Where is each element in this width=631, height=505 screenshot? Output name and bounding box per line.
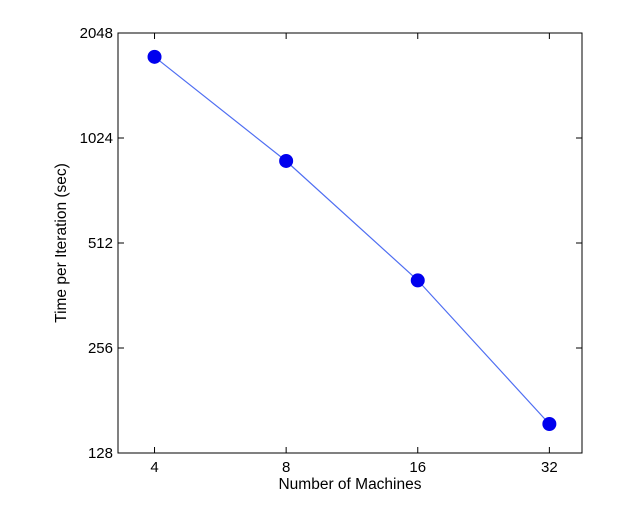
x-axis: 4 8 16 32: [150, 33, 558, 476]
y-tick-label: 256: [88, 340, 113, 357]
x-tick-label: 4: [150, 459, 158, 476]
y-tick-label: 512: [88, 235, 113, 252]
series-line: [154, 56, 550, 425]
series: [147, 49, 557, 432]
data-point: [542, 417, 557, 432]
y-tick-label: 1024: [80, 130, 113, 147]
data-point: [410, 273, 425, 288]
x-tick-label: 32: [541, 459, 558, 476]
data-point: [147, 49, 162, 64]
plot-frame: [117, 32, 583, 454]
y-tick-label: 128: [88, 445, 113, 462]
y-axis-label: Time per Iteration (sec): [53, 163, 70, 323]
x-axis-label: Number of Machines: [278, 476, 421, 493]
y-tick-label: 2048: [80, 25, 113, 42]
data-point: [279, 153, 294, 168]
plot-area-border: [117, 32, 583, 454]
y-axis: 128 256 512 1024 2048: [80, 25, 582, 462]
x-tick-label: 8: [282, 459, 290, 476]
x-tick-label: 16: [409, 459, 426, 476]
